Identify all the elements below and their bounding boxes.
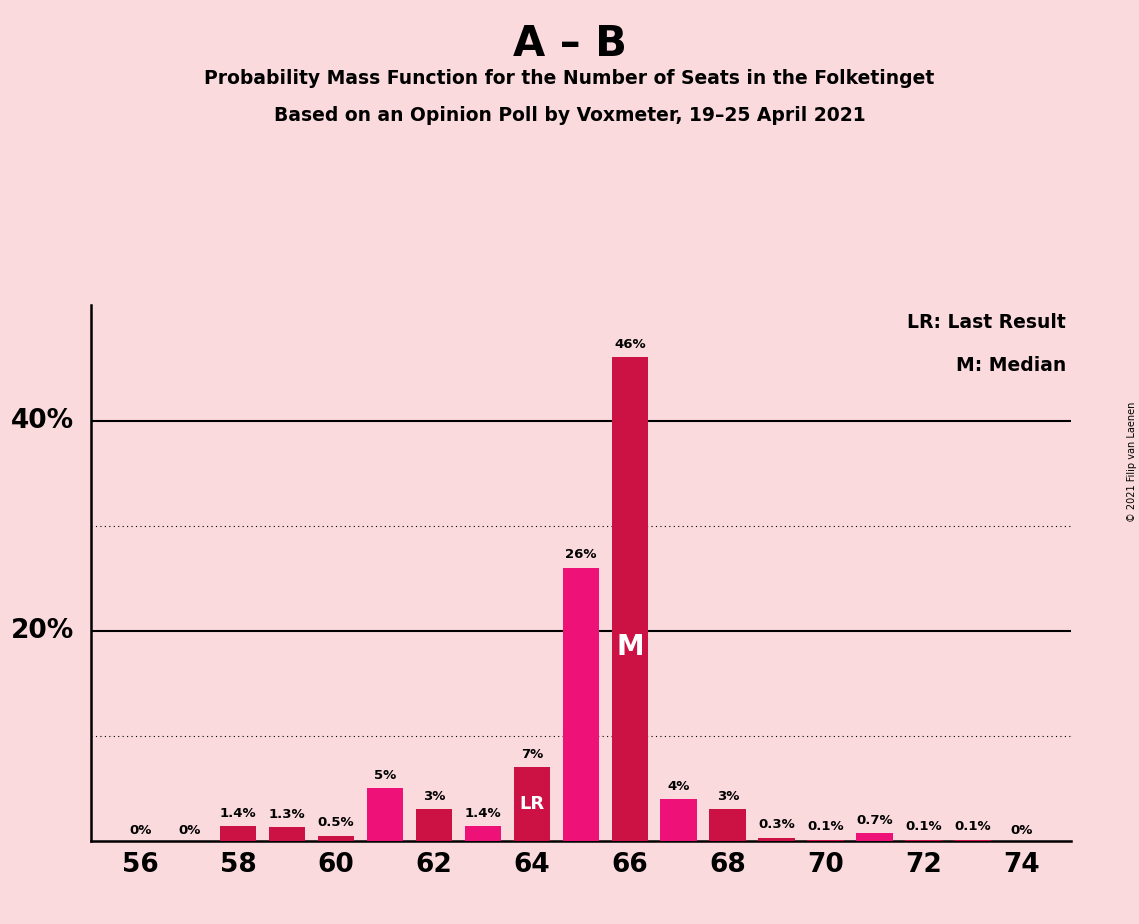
Text: 3%: 3%	[716, 790, 739, 803]
Text: M: M	[616, 634, 644, 662]
Text: 1.4%: 1.4%	[220, 807, 256, 820]
Text: M: Median: M: Median	[956, 356, 1066, 375]
Text: 46%: 46%	[614, 338, 646, 351]
Text: 0.7%: 0.7%	[857, 814, 893, 827]
Text: Based on an Opinion Poll by Voxmeter, 19–25 April 2021: Based on an Opinion Poll by Voxmeter, 19…	[273, 106, 866, 126]
Text: 5%: 5%	[374, 769, 396, 782]
Bar	[465, 826, 501, 841]
Text: 40%: 40%	[11, 407, 74, 433]
Text: 0.3%: 0.3%	[759, 819, 795, 832]
Bar	[269, 827, 305, 841]
Bar	[759, 838, 795, 841]
Text: 3%: 3%	[423, 790, 445, 803]
Text: 0.5%: 0.5%	[318, 816, 354, 829]
Text: 0.1%: 0.1%	[954, 821, 991, 833]
Bar	[857, 833, 893, 841]
Bar	[318, 835, 354, 841]
Bar	[808, 840, 844, 841]
Bar	[710, 809, 746, 841]
Text: 0%: 0%	[1010, 823, 1033, 836]
Bar	[220, 826, 256, 841]
Bar	[514, 767, 550, 841]
Text: 0%: 0%	[129, 823, 151, 836]
Text: 26%: 26%	[565, 548, 597, 561]
Text: 1.4%: 1.4%	[465, 807, 501, 820]
Bar	[612, 358, 648, 841]
Text: 4%: 4%	[667, 780, 690, 793]
Text: 20%: 20%	[10, 617, 74, 644]
Text: A – B: A – B	[513, 23, 626, 65]
Text: LR: LR	[519, 795, 544, 813]
Bar	[416, 809, 452, 841]
Text: © 2021 Filip van Laenen: © 2021 Filip van Laenen	[1126, 402, 1137, 522]
Bar	[367, 788, 403, 841]
Text: Probability Mass Function for the Number of Seats in the Folketinget: Probability Mass Function for the Number…	[204, 69, 935, 89]
Bar	[661, 799, 697, 841]
Text: 0%: 0%	[178, 823, 200, 836]
Bar	[954, 840, 991, 841]
Bar	[906, 840, 942, 841]
Text: 1.3%: 1.3%	[269, 808, 305, 821]
Text: 0.1%: 0.1%	[808, 821, 844, 833]
Text: 0.1%: 0.1%	[906, 821, 942, 833]
Text: LR: Last Result: LR: Last Result	[907, 313, 1066, 332]
Bar	[563, 567, 599, 841]
Text: 7%: 7%	[521, 748, 543, 761]
